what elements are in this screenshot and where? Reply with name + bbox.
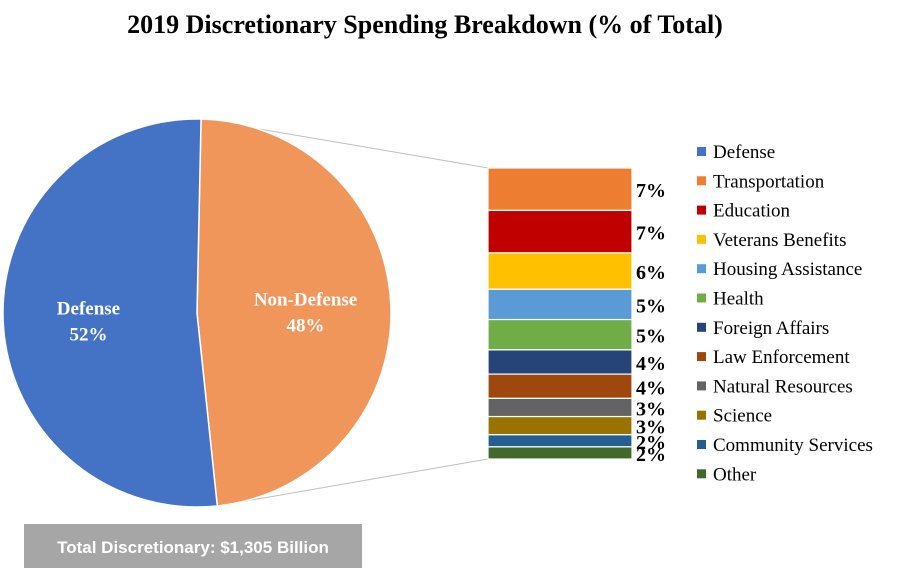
legend-swatch-transportation <box>697 176 706 186</box>
legend-label-natural-resources: Natural Resources <box>713 376 853 397</box>
pie-labels: Non-Defense 48% Defense 52% <box>57 289 357 345</box>
pie-value-non-defense: 48% <box>287 315 325 336</box>
pie-label-defense: Defense <box>57 299 120 320</box>
legend-swatch-housing-assistance <box>697 264 706 274</box>
legend-swatch-defense <box>697 147 706 156</box>
legend-swatch-natural-resources <box>697 381 706 391</box>
connector-line-bottom <box>217 458 489 507</box>
breakdown-bar <box>487 167 633 460</box>
legend-label-foreign-affairs: Foreign Affairs <box>713 318 829 339</box>
breakdown-bar-labels: 7%7%6%5%5%4%4%3%3%2%2% <box>636 180 666 466</box>
bar-value-other: 2% <box>636 444 666 466</box>
bar-segment-law-enforcement <box>487 373 633 399</box>
legend-swatch-law-enforcement <box>697 352 706 362</box>
bar-value-natural-resources: 3% <box>636 398 666 420</box>
total-annotation: Total Discretionary: $1,305 Billion <box>24 524 362 568</box>
legend-swatch-other <box>697 469 706 479</box>
bar-segment-transportation <box>487 167 633 212</box>
legend: Defense Transportation Education Veterans B… <box>697 142 873 485</box>
bar-value-transportation: 7% <box>636 180 666 202</box>
pie-slice-non-defense <box>196 118 392 507</box>
total-annotation-text: Total Discretionary: $1,305 Billion <box>57 538 329 557</box>
legend-label-health: Health <box>713 289 764 310</box>
legend-swatch-foreign-affairs <box>697 322 706 332</box>
bar-value-foreign-affairs: 4% <box>636 353 666 375</box>
legend-label-defense: Defense <box>713 142 775 163</box>
legend-swatch-health <box>697 293 706 303</box>
bar-value-veterans-benefits: 6% <box>636 262 666 284</box>
bar-value-community-services: 2% <box>636 432 666 454</box>
bar-value-education: 7% <box>636 223 666 245</box>
bar-value-housing-assistance: 5% <box>636 295 666 317</box>
bar-segment-natural-resources <box>487 397 633 418</box>
bar-segment-science <box>487 415 633 436</box>
bar-segment-health <box>487 318 633 351</box>
bar-segment-housing-assistance <box>487 288 633 321</box>
pie-value-defense: 52% <box>69 325 107 346</box>
chart-title: 2019 Discretionary Spending Breakdown (%… <box>127 10 723 39</box>
bar-segment-community-services <box>487 434 633 448</box>
legend-label-community-services: Community Services <box>713 435 873 456</box>
bar-segment-other <box>487 446 633 460</box>
legend-label-other: Other <box>713 464 757 485</box>
total-annotation-box <box>24 524 362 568</box>
bar-value-science: 3% <box>636 417 666 439</box>
legend-swatch-science <box>697 410 706 420</box>
legend-label-housing-assistance: Housing Assistance <box>713 259 862 280</box>
legend-label-education: Education <box>713 201 791 222</box>
legend-swatch-veterans-benefits <box>697 234 706 244</box>
legend-swatch-education <box>697 205 706 215</box>
legend-label-science: Science <box>713 406 772 427</box>
pie-slice-defense <box>2 118 219 508</box>
bar-value-health: 5% <box>636 326 666 348</box>
bar-segment-education <box>487 209 633 254</box>
bar-segment-veterans-benefits <box>487 252 633 290</box>
legend-label-veterans-benefits: Veterans Benefits <box>713 230 846 251</box>
legend-swatch-community-services <box>697 440 706 449</box>
legend-label-law-enforcement: Law Enforcement <box>713 347 850 368</box>
bar-value-law-enforcement: 4% <box>636 377 666 399</box>
legend-label-transportation: Transportation <box>713 171 825 192</box>
bar-segment-foreign-affairs <box>487 349 633 375</box>
pie-label-non-defense: Non-Defense <box>254 289 357 310</box>
pie <box>2 118 392 508</box>
